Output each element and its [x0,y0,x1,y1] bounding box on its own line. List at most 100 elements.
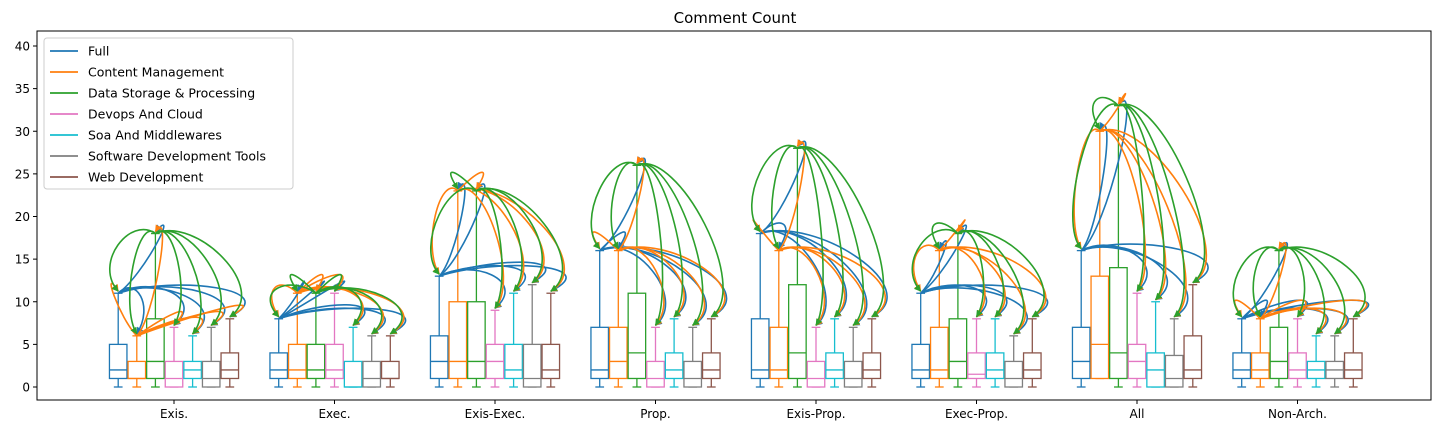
box-3-0 [164,326,184,388]
comparison-arrow [438,264,526,292]
box-6-5 [1022,318,1042,388]
box-5-5 [1004,335,1024,388]
box-4-2 [504,292,524,388]
box-body [985,352,1005,380]
box-body [1071,326,1091,380]
comparison-arrow [957,230,985,318]
x-tick-label: Non-Arch. [1268,407,1327,421]
box-2-3 [627,164,647,388]
box-body [967,352,986,380]
box-body [306,343,326,380]
comparison-arrow [636,162,724,318]
box-6-3 [701,318,721,388]
y-tick-label: 15 [15,253,30,267]
box-body [541,343,561,380]
x-tick-label: All [1130,407,1145,421]
box-3-3 [646,326,665,388]
box-0-5 [911,292,931,388]
comparison-arrow [1118,103,1186,318]
box-2-0 [145,232,165,388]
comparison-arrow [1099,128,1207,284]
box-body [843,360,863,388]
comparison-arrow [136,224,164,337]
box-5-4 [843,326,863,388]
comparison-arrow [457,188,505,309]
comparison-arrow [912,244,940,292]
comparison-arrow [931,222,959,250]
box-0-6 [1071,249,1091,388]
box-3-1 [325,292,344,388]
comparison-arrow [759,230,888,318]
plot-area-frame [36,30,1432,401]
comparison-arrow [1099,129,1167,301]
comparison-arrow [128,230,156,335]
box-body [911,343,931,380]
comparison-arrow [476,187,564,292]
comparison-arrow [920,284,1049,318]
box-body [825,352,844,380]
comparison-arrow [599,246,707,327]
box-4-7 [1306,335,1326,388]
comparison-arrow [154,230,182,326]
box-body [646,360,665,388]
box-body [590,326,610,380]
comparison-arrow [117,224,165,294]
box-1-1 [287,292,307,388]
box-4-6 [1146,301,1165,388]
comparison-arrow [938,219,966,252]
comparison-arrow [636,163,704,326]
comparison-arrow [296,273,324,294]
box-5-3 [683,326,703,388]
comparison-arrow [438,181,466,277]
box-1-3 [608,249,628,388]
comparison-arrow [1117,103,1145,292]
comparison-arrow [599,156,647,252]
y-tick-label: 10 [15,295,30,309]
box-body [806,360,826,388]
comparison-arrow [617,156,645,252]
comparison-arrow [1099,92,1127,132]
x-tick-label: Exis. [160,407,188,421]
comparison-arrow [939,246,1047,318]
box-0-4 [750,232,770,388]
box-layer [108,105,1363,388]
box-body [448,301,468,380]
box-0-7 [1232,318,1252,388]
box-body [750,318,770,380]
box-2-7 [1269,249,1289,388]
comparison-arrow [911,228,959,292]
box-body [269,352,289,380]
comparison-arrow [752,219,780,252]
box-6-2 [541,292,561,388]
x-axis: Exis. Exec. Exis-Exec. Prop. Exis-Prop. Exec-… [160,400,1327,421]
comparison-arrow [636,163,664,326]
y-tick-label: 0 [22,381,30,395]
comparison-arrow [770,145,798,250]
box-body [429,335,449,380]
comparison-arrow [269,284,317,318]
comparison-arrow [136,304,245,337]
box-body [862,352,882,380]
box-body [1232,352,1252,380]
box-5-1 [362,335,382,388]
comparison-arrow [1278,247,1346,335]
box-body [1269,326,1289,380]
comparison-arrow [450,171,477,192]
box-body [1022,352,1042,380]
comparison-arrow [155,230,243,318]
comparison-arrow [1080,96,1128,252]
comparison-arrow [315,287,403,335]
box-4-4 [825,318,844,388]
y-tick-label: 30 [15,125,30,139]
box-2-1 [306,292,326,388]
box-3-5 [967,318,986,388]
comparison-arrow [1117,103,1165,301]
comparison-arrow [297,287,405,335]
comparison-arrow [750,144,798,233]
y-tick-label: 5 [22,338,30,352]
comparison-arrow [599,246,728,318]
box-1-6 [1090,130,1110,380]
legend-label: Software Development Tools [88,149,266,164]
comparison-arrow [797,146,864,326]
